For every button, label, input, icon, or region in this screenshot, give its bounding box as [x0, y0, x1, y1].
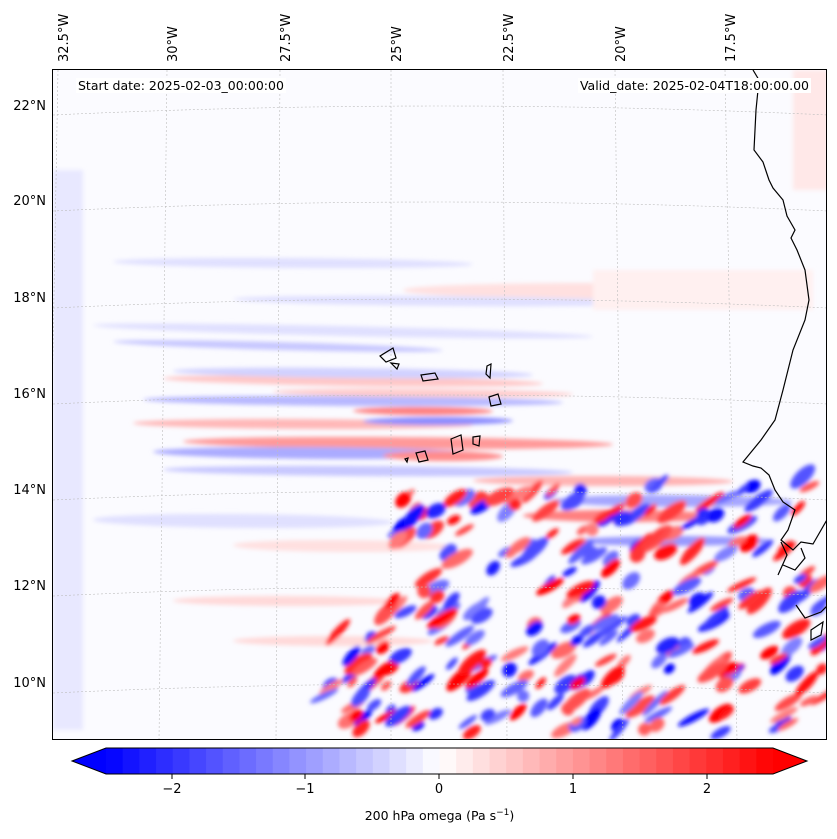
- lon-label-20w: 20°W: [614, 26, 629, 62]
- lon-label-25w: 25°W: [390, 26, 405, 62]
- colorbar-tick-label: 0: [434, 782, 444, 797]
- lon-label-30w: 30°W: [166, 26, 181, 62]
- colorbar-tick-label: 1: [568, 782, 578, 797]
- lat-label-18n: 18°N: [13, 291, 46, 306]
- colorbar-tick-label: −1: [295, 782, 315, 797]
- valid-date-label: Valid_date: 2025-02-04T18:00:00.00: [577, 78, 811, 93]
- colorbar-tick-label: −2: [162, 782, 182, 797]
- map-panel: [52, 69, 827, 740]
- lon-label-17-5w: 17.5°W: [724, 13, 739, 62]
- colorbar-title: 200 hPa omega (Pa s−1): [364, 808, 515, 824]
- omega-field-map: [53, 70, 826, 739]
- lon-label-22-5w: 22.5°W: [502, 13, 517, 62]
- lat-label-22n: 22°N: [13, 99, 46, 114]
- lat-label-20n: 20°N: [13, 194, 46, 209]
- lat-label-14n: 14°N: [13, 483, 46, 498]
- lon-label-32-5w: 32.5°W: [57, 13, 72, 62]
- lon-label-27-5w: 27.5°W: [279, 13, 294, 62]
- colorbar-tick-label: 2: [702, 782, 712, 797]
- lat-label-10n: 10°N: [13, 676, 46, 691]
- colorbar: [70, 747, 809, 779]
- start-date-label: Start date: 2025-02-03_00:00:00: [76, 78, 286, 93]
- lat-label-12n: 12°N: [13, 579, 46, 594]
- lat-label-16n: 16°N: [13, 387, 46, 402]
